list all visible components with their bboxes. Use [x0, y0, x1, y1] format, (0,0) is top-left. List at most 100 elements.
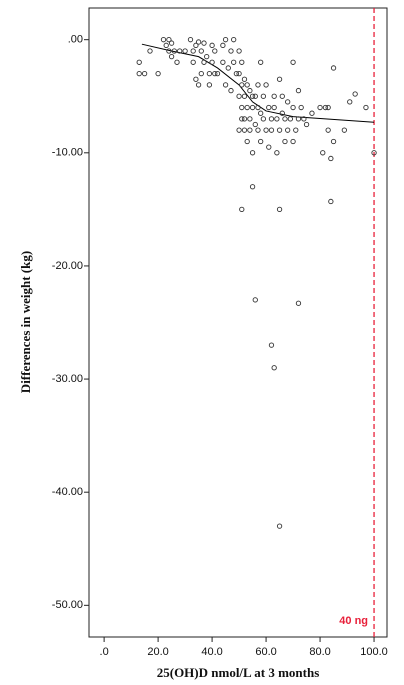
point	[239, 206, 245, 213]
point	[252, 93, 258, 99]
point	[279, 110, 285, 116]
point	[214, 70, 221, 77]
point	[303, 121, 310, 128]
point	[239, 59, 245, 65]
point	[268, 127, 275, 133]
point	[163, 42, 169, 48]
point	[298, 104, 304, 111]
point	[271, 93, 277, 99]
point	[241, 76, 248, 82]
point	[204, 53, 210, 60]
point	[141, 70, 148, 77]
point	[295, 300, 302, 306]
point	[195, 39, 202, 45]
point	[330, 65, 337, 71]
y-axis-title: Differences in weight (kg)	[18, 251, 33, 393]
point	[263, 82, 269, 88]
point	[255, 82, 261, 88]
point	[220, 42, 226, 48]
point	[244, 104, 250, 111]
point	[228, 48, 234, 54]
point	[220, 59, 226, 65]
point	[301, 116, 307, 122]
point	[247, 116, 253, 122]
reference-label: 40 ng	[339, 615, 368, 627]
point	[330, 138, 337, 145]
point	[168, 53, 175, 60]
point	[249, 184, 256, 190]
point	[325, 127, 331, 133]
point	[282, 138, 288, 145]
point	[231, 37, 237, 43]
point	[268, 342, 275, 348]
point	[182, 48, 188, 54]
point	[147, 48, 153, 54]
point	[198, 70, 204, 77]
point	[320, 150, 326, 156]
point	[239, 104, 245, 111]
x-axis-title: 25(OH)D nmol/L at 3 months	[157, 665, 320, 680]
point	[322, 104, 329, 111]
point	[285, 127, 291, 133]
point	[266, 144, 272, 150]
x-tick-label: 40.0	[201, 646, 222, 658]
point	[249, 93, 256, 99]
y-tick-label: -10.00	[52, 147, 83, 159]
point	[328, 155, 334, 162]
y-tick-label: -40.00	[52, 486, 83, 498]
point	[195, 82, 202, 88]
point	[274, 116, 280, 122]
point	[271, 104, 277, 111]
point	[155, 70, 161, 77]
point	[276, 523, 283, 529]
point	[193, 76, 199, 82]
point	[258, 110, 264, 116]
point	[236, 70, 242, 77]
point	[268, 116, 275, 122]
point	[174, 59, 180, 65]
point	[258, 59, 264, 65]
point	[363, 104, 369, 111]
point	[244, 82, 250, 88]
x-tick-label: 80.0	[309, 646, 330, 658]
point	[255, 104, 261, 111]
point	[266, 104, 272, 111]
point	[309, 110, 315, 116]
point	[328, 198, 334, 205]
point	[239, 82, 245, 88]
point	[252, 297, 258, 303]
x-tick-label: 60.0	[255, 646, 276, 658]
point	[252, 121, 258, 128]
point	[190, 59, 196, 65]
point	[274, 150, 280, 156]
point	[231, 59, 237, 65]
point	[236, 127, 242, 133]
point	[236, 48, 242, 54]
point	[352, 91, 358, 97]
point	[193, 42, 199, 48]
point	[249, 104, 256, 111]
point	[236, 93, 242, 99]
point	[276, 206, 283, 213]
point	[293, 127, 299, 133]
point	[260, 93, 267, 99]
point	[206, 70, 213, 77]
point	[241, 93, 248, 99]
point	[247, 87, 253, 94]
point	[198, 48, 204, 54]
y-tick-label: -30.00	[52, 373, 83, 385]
y-tick-label: -50.00	[52, 599, 83, 611]
point	[136, 70, 142, 77]
point	[295, 87, 302, 94]
point	[276, 76, 283, 82]
x-tick-label: 20.0	[147, 646, 168, 658]
point	[263, 127, 269, 133]
point	[222, 82, 229, 88]
point	[249, 150, 256, 156]
point	[279, 93, 285, 99]
point	[287, 116, 294, 122]
point	[228, 87, 234, 94]
point	[247, 127, 253, 133]
